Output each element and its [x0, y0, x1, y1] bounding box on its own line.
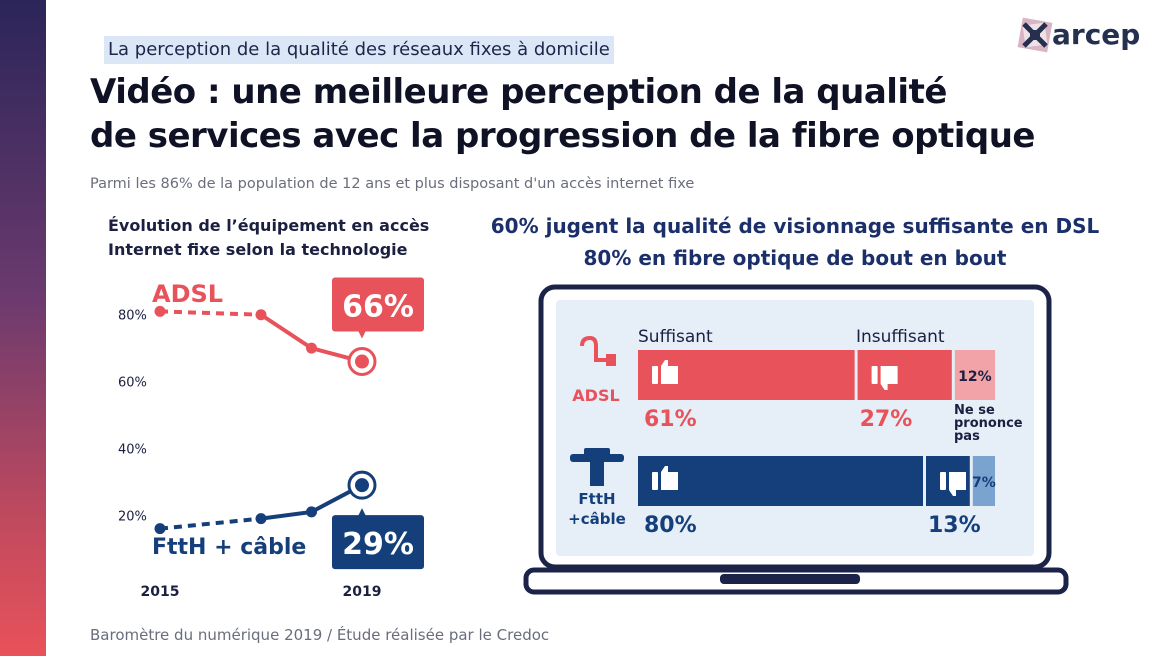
- category-adsl: ADSL: [572, 335, 620, 405]
- laptop-illustration: [523, 284, 1069, 595]
- series-name-adsl: ADSL: [152, 280, 223, 308]
- dashed-segment: [159, 309, 262, 317]
- bar-segment-nsp: [954, 350, 995, 400]
- bar-segment-suffisant: [638, 456, 923, 506]
- bar-chart-title: 60% jugent la qualité de visionnage suff…: [440, 210, 1150, 274]
- nsp-note-line: prononce: [954, 416, 1023, 431]
- series-adsl: [154, 305, 377, 377]
- series-name-ftth: FttH + câble: [152, 535, 306, 560]
- thumbs-down-icon: [871, 366, 898, 390]
- series-ftth: [154, 470, 377, 535]
- value-label-nsp: 12%: [958, 369, 992, 385]
- category-label-adsl: ADSL: [572, 386, 619, 405]
- laptop-bar-chart: Suffisant Insuffisant ADSL FttH +câble 61% 2…: [523, 284, 1069, 595]
- value-callout-adsl-pointer: [358, 330, 366, 339]
- data-point: [255, 513, 267, 525]
- value-callout-ftth-bg: [332, 515, 424, 570]
- fiber-connector-icon: [570, 454, 624, 462]
- thumb-cuff: [871, 366, 878, 384]
- data-point: [154, 523, 166, 535]
- thumbs-down-icon: [940, 472, 966, 496]
- header-suffisant: Suffisant: [638, 327, 713, 347]
- value-label-ftth: 29%: [342, 527, 414, 562]
- line-chart-title: Évolution de l’équipement en accès Inter…: [108, 214, 429, 262]
- fiber-connector-stem: [590, 460, 604, 486]
- footer-source: Baromètre du numérique 2019 / Étude réal…: [90, 626, 550, 644]
- header-insuffisant: Insuffisant: [856, 327, 945, 347]
- thumb-hand: [661, 466, 678, 490]
- line-chart: 20% 40% 60% 80% 2015 2019 ADSL FttH + câble 66%…: [118, 277, 424, 600]
- line-chart-title-line-1: Évolution de l’équipement en accès: [108, 216, 430, 235]
- bar-row-adsl: [638, 350, 995, 400]
- data-point: [255, 309, 267, 321]
- data-point: [306, 342, 317, 354]
- bar-row-ftth: [638, 456, 995, 506]
- thumb-cuff: [940, 472, 946, 490]
- adsl-plug-icon: [580, 335, 606, 362]
- dashed-segment: [159, 516, 262, 531]
- thumbs-up-icon: [652, 466, 678, 490]
- data-point: [306, 506, 317, 518]
- x-tick-label: 2019: [343, 584, 382, 600]
- data-point-end-core: [355, 478, 369, 493]
- value-label-insuffisant: 27%: [860, 407, 913, 432]
- value-callout-adsl-bg: [332, 277, 424, 332]
- thumb-cuff: [652, 366, 658, 384]
- category-label-ftth-line1: FttH: [578, 490, 615, 508]
- nsp-note-line: Ne se: [954, 403, 995, 418]
- side-color-band: [0, 0, 46, 656]
- supertitle: La perception de la qualité des réseaux …: [104, 36, 614, 64]
- title-line-1: Vidéo : une meilleure perception de la q…: [90, 72, 947, 112]
- value-label-suffisant: 61%: [644, 407, 697, 432]
- data-point: [154, 305, 166, 317]
- bar-chart-title-line-2: 80% en fibre optique de bout en bout: [583, 246, 1007, 270]
- adsl-plug-head-icon: [606, 354, 616, 366]
- thumb-cuff: [652, 472, 658, 490]
- line-chart-title-line-2: Internet fixe selon la technologie: [108, 240, 408, 259]
- bar-segment-nsp: [972, 456, 995, 506]
- category-ftth: FttH +câble: [568, 448, 626, 528]
- title-line-2: de services avec la progression de la fi…: [90, 116, 1035, 156]
- value-callout-ftth-pointer: [358, 508, 366, 517]
- page-title: Vidéo : une meilleure perception de la q…: [90, 70, 1090, 158]
- value-label-insuffisant: 13%: [928, 513, 981, 538]
- subtitle: Parmi les 86% de la population de 12 ans…: [90, 176, 695, 192]
- bar-chart-title-line-1: 60% jugent la qualité de visionnage suff…: [490, 214, 1100, 238]
- value-label-nsp: 7%: [972, 475, 996, 491]
- y-tick-label: 20%: [118, 509, 147, 524]
- thumbs-up-icon: [652, 360, 678, 384]
- thumb-hand: [949, 472, 966, 496]
- value-label-adsl: 66%: [342, 290, 414, 325]
- x-tick-label: 2015: [141, 584, 180, 600]
- y-tick-label: 60%: [118, 376, 147, 391]
- data-point-end-core: [355, 354, 369, 369]
- y-tick-label: 80%: [118, 309, 147, 324]
- y-tick-label: 40%: [118, 442, 147, 457]
- arcep-logo: [1017, 17, 1053, 53]
- value-label-suffisant: 80%: [644, 513, 697, 538]
- thumb-hand: [880, 366, 898, 390]
- nsp-note-line: pas: [954, 429, 980, 444]
- arcep-logo-mark: [1017, 17, 1053, 53]
- arcep-logo-text: arcep: [1052, 18, 1141, 51]
- thumb-hand: [661, 360, 678, 384]
- category-label-ftth-line2: +câble: [568, 510, 626, 528]
- fiber-connector-top: [584, 448, 610, 456]
